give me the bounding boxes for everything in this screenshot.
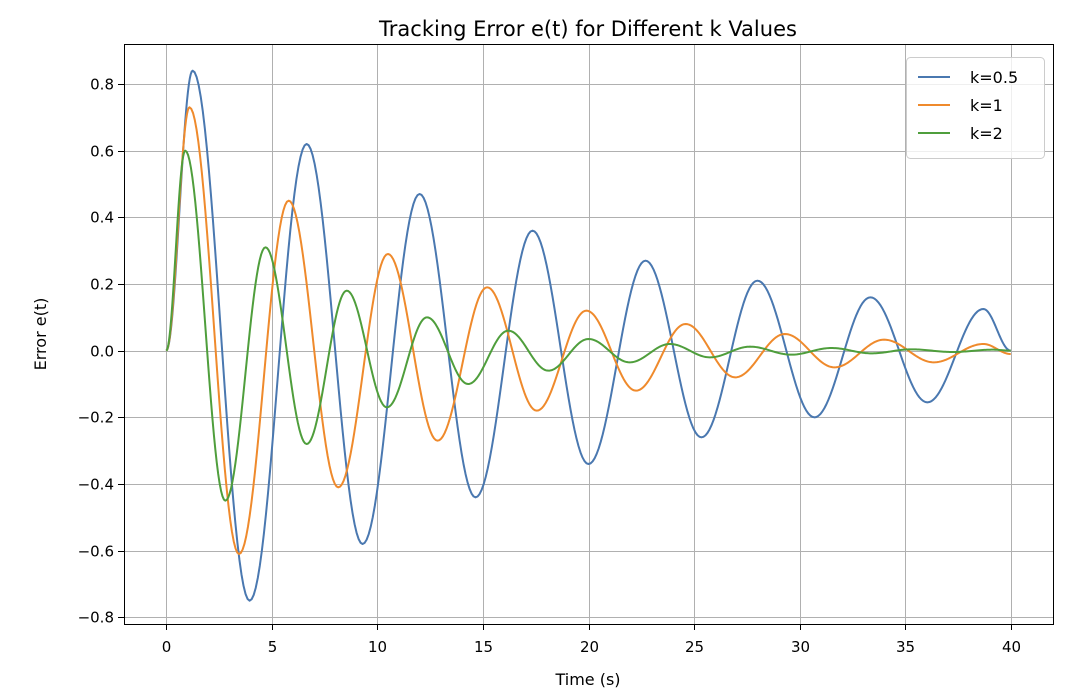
- legend: k=0.5 k=1 k=2: [906, 57, 1045, 159]
- x-tick-label: 40: [1002, 638, 1021, 656]
- x-tick-label: 15: [474, 638, 493, 656]
- y-axis: −0.8 −0.6 −0.4 −0.2 0.0 0.2 0.4 0.6 0.8: [78, 76, 124, 627]
- y-tick-label: 0.8: [90, 76, 114, 94]
- x-tick-label: 35: [896, 638, 915, 656]
- y-tick-label: −0.4: [78, 476, 114, 494]
- y-tick-label: −0.2: [78, 409, 114, 427]
- x-tick-label: 20: [580, 638, 599, 656]
- legend-label: k=2: [970, 124, 1003, 143]
- legend-label: k=0.5: [970, 68, 1018, 87]
- y-tick-label: 0.0: [90, 343, 114, 361]
- y-tick-label: 0.2: [90, 276, 114, 294]
- x-axis: 0 5 10 15 20 25 30 35 40: [162, 624, 1021, 656]
- x-axis-label: Time (s): [554, 670, 620, 689]
- y-tick-label: −0.8: [78, 609, 114, 627]
- x-tick-label: 30: [791, 638, 810, 656]
- y-tick-label: 0.4: [90, 209, 114, 227]
- series-line-1: [165, 106, 1011, 555]
- y-tick-label: −0.6: [78, 543, 114, 561]
- series-line-0: [165, 69, 1011, 602]
- x-tick-label: 10: [368, 638, 387, 656]
- series-group: [165, 69, 1012, 602]
- y-tick-label: 0.6: [90, 143, 114, 161]
- chart-title: Tracking Error e(t) for Different k Valu…: [378, 17, 797, 41]
- x-tick-label: 25: [685, 638, 704, 656]
- series-line-2: [165, 149, 1012, 502]
- y-axis-label: Error e(t): [31, 298, 50, 371]
- x-tick-label: 5: [268, 638, 278, 656]
- legend-label: k=1: [970, 96, 1003, 115]
- grid: [124, 44, 1053, 624]
- x-tick-label: 0: [162, 638, 172, 656]
